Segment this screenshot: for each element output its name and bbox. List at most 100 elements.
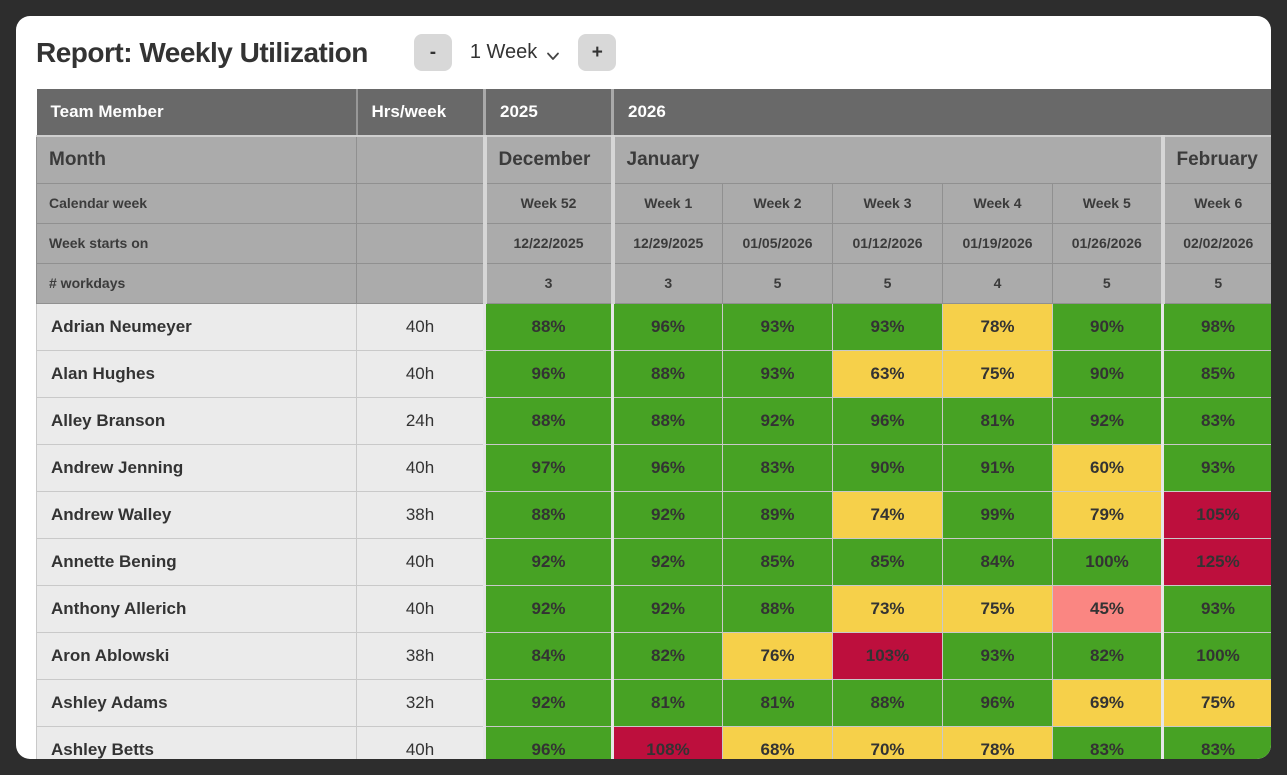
utilization-cell: 92% [611,537,723,586]
utilization-cell: 99% [942,490,1053,539]
col-header-hrs-week: Hrs/week [355,89,485,137]
utilization-cell: 73% [832,584,943,633]
utilization-cell: 108% [611,725,723,759]
utilization-cell: 92% [1052,396,1163,445]
member-name-cell: Anthony Allerich [36,584,357,633]
utilization-cell: 88% [483,302,613,351]
utilization-cell: 92% [611,584,723,633]
member-hours-cell: 40h [356,349,485,398]
utilization-cell: 69% [1052,678,1163,727]
workdays-cell: 5 [722,262,833,304]
calendar-week-label: Calendar week [36,182,357,224]
table-row: Andrew Walley 38h 88% 92% 89% 74% 99% 79% 105% [36,490,1271,539]
utilization-cell: 79% [1052,490,1163,539]
table-row: Anthony Allerich 40h 92% 92% 88% 73% 75% 45% 93% [36,584,1271,633]
utilization-cell: 85% [832,537,943,586]
utilization-cell: 92% [483,678,613,727]
workdays-cell: 5 [1160,262,1271,304]
utilization-cell: 100% [1052,537,1163,586]
utilization-cell: 83% [1052,725,1163,759]
utilization-cell: 98% [1160,302,1271,351]
utilization-cell: 89% [722,490,833,539]
col-header-team-member: Team Member [36,89,357,137]
month-row: Month December January February [36,135,1271,184]
interval-controls: - 1 Week + [413,34,617,71]
member-hours-cell: 40h [356,302,485,351]
utilization-cell: 88% [611,349,723,398]
utilization-cell: 92% [483,584,613,633]
calendar-week-cell: Week 1 [610,182,723,224]
utilization-cell: 92% [483,537,613,586]
utilization-cell: 92% [611,490,723,539]
table-row: Andrew Jenning 40h 97% 96% 83% 90% 91% 60% 93% [36,443,1271,492]
utilization-cell: 92% [722,396,833,445]
utilization-cell: 96% [942,678,1053,727]
member-name-cell: Ashley Betts [36,725,357,759]
utilization-cell: 93% [832,302,943,351]
utilization-cell: 88% [722,584,833,633]
month-cell: February [1160,135,1271,184]
calendar-week-cell: Week 4 [942,182,1053,224]
member-name-cell: Adrian Neumeyer [36,302,357,351]
member-hours-cell: 38h [356,490,485,539]
utilization-cell: 88% [611,396,723,445]
utilization-cell: 96% [483,349,613,398]
workdays-cell: 3 [610,262,723,304]
table-row: Alley Branson 24h 88% 88% 92% 96% 81% 92% 83% [36,396,1271,445]
report-card: Report: Weekly Utilization - 1 Week + Te… [16,16,1271,759]
utilization-cell: 105% [1160,490,1271,539]
utilization-cell: 60% [1052,443,1163,492]
report-header: Report: Weekly Utilization - 1 Week + [16,16,1271,75]
month-cell: January [610,135,1163,184]
utilization-cell: 75% [1160,678,1271,727]
member-hours-cell: 40h [356,584,485,633]
week-start-date-cell: 01/12/2026 [832,222,943,264]
member-name-cell: Andrew Jenning [36,443,357,492]
utilization-cell: 83% [722,443,833,492]
utilization-cell: 78% [942,302,1053,351]
interval-select[interactable]: 1 Week [466,41,564,64]
page-title: Report: Weekly Utilization [36,36,368,68]
calendar-week-cell: Week 2 [722,182,833,224]
interval-decrease-button[interactable]: - [413,34,452,71]
table-row: Ashley Adams 32h 92% 81% 81% 88% 96% 69% 75% [36,678,1271,727]
utilization-cell: 82% [1052,631,1163,680]
interval-increase-button[interactable]: + [578,34,617,71]
calendar-week-cell: Week 52 [482,182,613,224]
utilization-cell: 68% [722,725,833,759]
week-starts-spacer [356,222,485,264]
utilization-cell: 74% [832,490,943,539]
utilization-cell: 96% [483,725,613,759]
utilization-cell: 103% [832,631,943,680]
utilization-cell: 63% [832,349,943,398]
member-hours-cell: 38h [356,631,485,680]
week-start-date-cell: 12/29/2025 [610,222,723,264]
utilization-cell: 96% [832,396,943,445]
workdays-cell: 5 [1052,262,1163,304]
utilization-cell: 97% [483,443,613,492]
utilization-cell: 70% [832,725,943,759]
week-start-date-cell: 12/22/2025 [482,222,613,264]
utilization-cell: 82% [611,631,723,680]
workdays-row: # workdays 3 3 5 5 4 5 5 [36,262,1271,304]
utilization-cell: 93% [1160,584,1271,633]
member-hours-cell: 40h [356,443,485,492]
week-starts-label: Week starts on [36,222,357,264]
month-cell: December [482,135,613,184]
utilization-cell: 84% [483,631,613,680]
member-name-cell: Ashley Adams [36,678,357,727]
utilization-cell: 85% [722,537,833,586]
year-header-row: Team Member Hrs/week 2025 2026 [36,89,1271,137]
workdays-cell: 3 [482,262,613,304]
utilization-cell: 85% [1160,349,1271,398]
utilization-cell: 91% [942,443,1053,492]
month-row-label: Month [36,135,357,184]
member-name-cell: Alan Hughes [36,349,357,398]
calendar-week-spacer [356,182,485,224]
utilization-cell: 83% [1160,396,1271,445]
utilization-cell: 81% [611,678,723,727]
week-start-date-cell: 01/26/2026 [1052,222,1163,264]
utilization-cell: 96% [611,302,723,351]
col-header-year: 2025 [483,89,613,137]
utilization-cell: 93% [1160,443,1271,492]
